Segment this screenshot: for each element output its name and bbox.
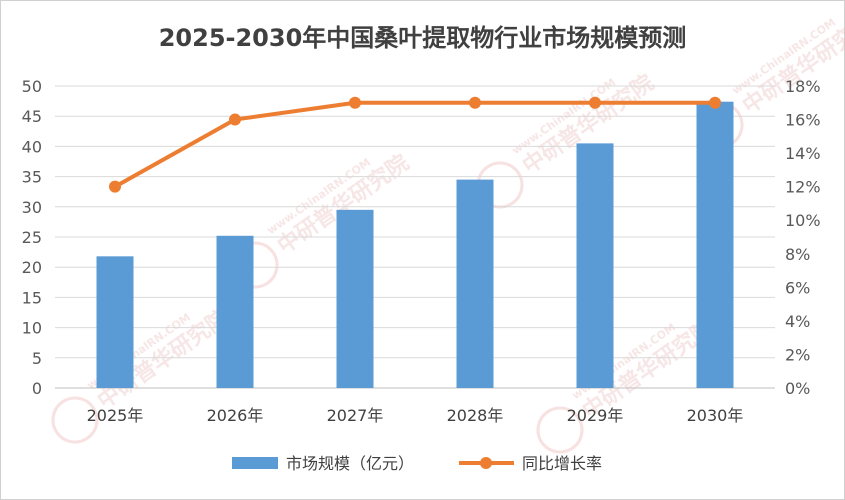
y-left-tick-label: 30: [22, 198, 42, 217]
legend-label-line: 同比增长率: [522, 454, 602, 473]
x-tick-label: 2028年: [447, 406, 504, 425]
x-tick-label: 2029年: [567, 406, 624, 425]
y-left-tick-label: 45: [22, 107, 42, 126]
x-tick-label: 2027年: [327, 406, 384, 425]
growth-point: [109, 180, 121, 193]
bar: [96, 256, 134, 388]
bar: [576, 143, 614, 388]
y-right-tick-label: 8%: [785, 245, 810, 264]
legend-line-marker: [480, 457, 492, 469]
bar: [456, 179, 494, 388]
growth-point: [229, 113, 241, 126]
y-left-tick-label: 0: [32, 379, 42, 398]
bar-series: [96, 101, 734, 388]
y-left-tick-label: 15: [22, 288, 42, 307]
y-right-tick-label: 10%: [785, 211, 821, 230]
watermark-logo: [536, 406, 584, 454]
y-left-tick-label: 50: [22, 77, 42, 96]
y-left-tick-label: 25: [22, 228, 42, 247]
growth-line: [114, 100, 715, 189]
bar: [696, 101, 734, 388]
y-left-tick-label: 40: [22, 137, 42, 156]
bar: [336, 209, 374, 388]
legend: 市场规模（亿元） 同比增长率: [232, 454, 602, 473]
y-right-tick-label: 14%: [785, 144, 821, 163]
gridlines: [55, 85, 775, 389]
y-right-tick-label: 16%: [785, 111, 821, 130]
y-right-tick-label: 4%: [785, 312, 810, 331]
y-left-tick-label: 10: [22, 319, 42, 338]
legend-bar-swatch: [232, 457, 278, 469]
y-right-tick-label: 18%: [785, 77, 821, 96]
line-series: [109, 96, 721, 193]
y-right-tick-label: 0%: [785, 379, 810, 398]
growth-point: [589, 96, 601, 109]
x-tick-label: 2025年: [87, 406, 144, 425]
y-right-tick-label: 12%: [785, 178, 821, 197]
y-left-tick-label: 20: [22, 258, 42, 277]
growth-point: [469, 96, 481, 109]
y-right-tick-label: 6%: [785, 278, 810, 297]
growth-point: [709, 96, 721, 109]
y-right-tick-label: 2%: [785, 345, 810, 364]
x-tick-label: 2026年: [207, 406, 264, 425]
chart-title: 2025-2030年中国桑叶提取物行业市场规模预测: [158, 24, 687, 52]
bar: [216, 235, 254, 388]
axis-labels: 0 5 10 15 20 25 30 35 40 45 50 0% 2% 4% 6% 8% 10% 12% 14% 1…: [22, 77, 821, 425]
watermark-logo: [51, 396, 99, 444]
legend-label-bar: 市场规模（亿元）: [286, 454, 414, 473]
x-tick-label: 2030年: [687, 406, 744, 425]
y-left-tick-label: 35: [22, 168, 42, 187]
y-left-tick-label: 5: [32, 349, 42, 368]
growth-point: [349, 96, 361, 109]
